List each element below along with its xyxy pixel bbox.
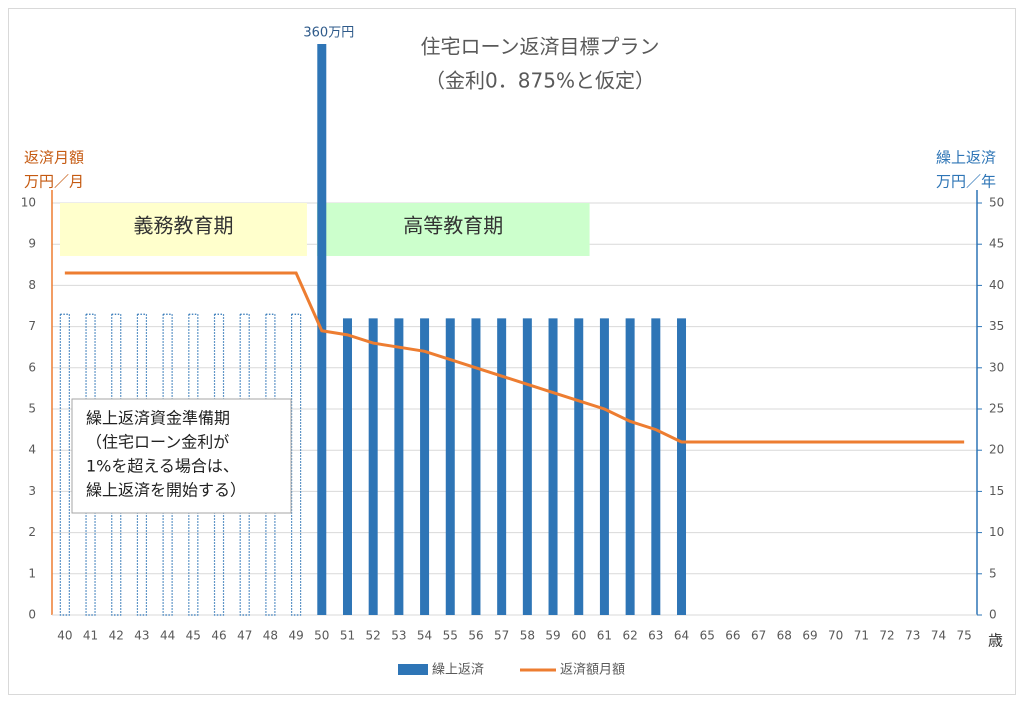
x-tick-label: 45 [186, 629, 201, 643]
y-tick-label: 9 [28, 237, 36, 251]
x-tick-label: 74 [931, 629, 946, 643]
x-tick-label: 47 [237, 629, 252, 643]
x-tick-label: 53 [391, 629, 406, 643]
x-tick-label: 75 [957, 629, 972, 643]
legend-label: 繰上返済 [432, 662, 484, 678]
x-tick-label: 40 [57, 629, 72, 643]
legend-swatch [398, 664, 428, 675]
x-tick-label: 63 [648, 629, 663, 643]
bar [625, 318, 635, 615]
bar [317, 44, 327, 615]
x-tick-label: 61 [597, 629, 612, 643]
x-tick-label: 71 [854, 629, 869, 643]
x-tick-label: 48 [263, 629, 278, 643]
x-tick-label: 70 [828, 629, 843, 643]
x-tick-label: 44 [160, 629, 175, 643]
bar [394, 318, 404, 615]
line [64, 271, 965, 444]
bar [548, 318, 558, 615]
x-tick-label: 58 [520, 629, 535, 643]
y-tick-label: 8 [28, 278, 36, 292]
y2-tick-label: 50 [989, 196, 1004, 210]
note-text: 繰上返済を開始する） [86, 481, 246, 500]
y2-tick-label: 40 [989, 278, 1004, 292]
note-text: 1%を超える場合は、 [86, 457, 239, 476]
x-tick-label: 73 [905, 629, 920, 643]
period-band [316, 203, 590, 256]
data-label: 360万円 [303, 26, 354, 41]
y-tick-label: 2 [28, 525, 36, 539]
bar [599, 318, 609, 615]
x-tick-label: 62 [622, 629, 637, 643]
x-unit: 歳 [988, 632, 1003, 650]
y2-tick-label: 15 [989, 484, 1004, 498]
x-tick-label: 54 [417, 629, 432, 643]
x-tick-label: 41 [83, 629, 98, 643]
note-box [71, 398, 292, 514]
x-tick-label: 72 [879, 629, 894, 643]
bar [522, 318, 532, 615]
chart-subtitle: （金利0．875%と仮定） [425, 69, 655, 93]
x-tick-label: 57 [494, 629, 509, 643]
bar [677, 318, 687, 615]
y-tick-label: 0 [28, 608, 36, 622]
y2-tick-label: 20 [989, 443, 1004, 457]
y2-tick-label: 0 [989, 608, 997, 622]
y-axis-title: 万円／月 [24, 173, 84, 191]
bar [497, 318, 507, 615]
x-tick-label: 64 [674, 629, 689, 643]
period-label: 義務教育期 [133, 214, 233, 238]
x-tick-label: 50 [314, 629, 329, 643]
bar [368, 318, 378, 615]
chart-border [8, 8, 1016, 695]
x-tick-label: 68 [777, 629, 792, 643]
note-text: （住宅ローン金利が [86, 433, 229, 452]
bar [651, 318, 661, 615]
y-tick-label: 10 [21, 196, 36, 210]
y2-tick-label: 45 [989, 237, 1004, 251]
note-text: 繰上返済資金準備期 [86, 409, 230, 428]
y2-tick-label: 25 [989, 402, 1004, 416]
x-tick-label: 55 [443, 629, 458, 643]
x-tick-label: 51 [340, 629, 355, 643]
x-tick-label: 52 [366, 629, 381, 643]
x-tick-label: 66 [725, 629, 740, 643]
bar [420, 318, 430, 615]
x-tick-label: 56 [468, 629, 483, 643]
x-tick-label: 59 [545, 629, 560, 643]
y-tick-label: 5 [28, 402, 36, 416]
y-tick-label: 7 [28, 319, 36, 333]
y2-tick-label: 35 [989, 319, 1004, 333]
period-label: 高等教育期 [403, 214, 503, 238]
y-tick-label: 3 [28, 484, 36, 498]
x-tick-label: 43 [134, 629, 149, 643]
x-tick-label: 69 [802, 629, 817, 643]
x-tick-label: 42 [109, 629, 124, 643]
y2-axis-title: 繰上返済 [936, 149, 996, 167]
x-tick-label: 46 [211, 629, 226, 643]
y2-axis-title: 万円／年 [936, 173, 996, 191]
period-band [60, 203, 307, 256]
y-axis-title: 返済月額 [24, 149, 84, 167]
x-tick-label: 49 [288, 629, 303, 643]
y2-tick-label: 10 [989, 525, 1004, 539]
bar [342, 318, 352, 615]
y-tick-label: 4 [28, 443, 36, 457]
bar [59, 313, 70, 616]
bar [445, 318, 455, 615]
y2-tick-label: 5 [989, 566, 997, 580]
bar [471, 318, 481, 615]
bar [290, 313, 302, 616]
x-tick-label: 65 [700, 629, 715, 643]
chart-title: 住宅ローン返済目標プラン [421, 35, 660, 59]
y2-tick-label: 30 [989, 360, 1004, 374]
bar [574, 318, 584, 615]
y-tick-label: 6 [28, 360, 36, 374]
y-tick-label: 1 [28, 566, 36, 580]
x-tick-label: 67 [751, 629, 766, 643]
legend-label: 返済額月額 [560, 662, 625, 678]
x-tick-label: 60 [571, 629, 586, 643]
